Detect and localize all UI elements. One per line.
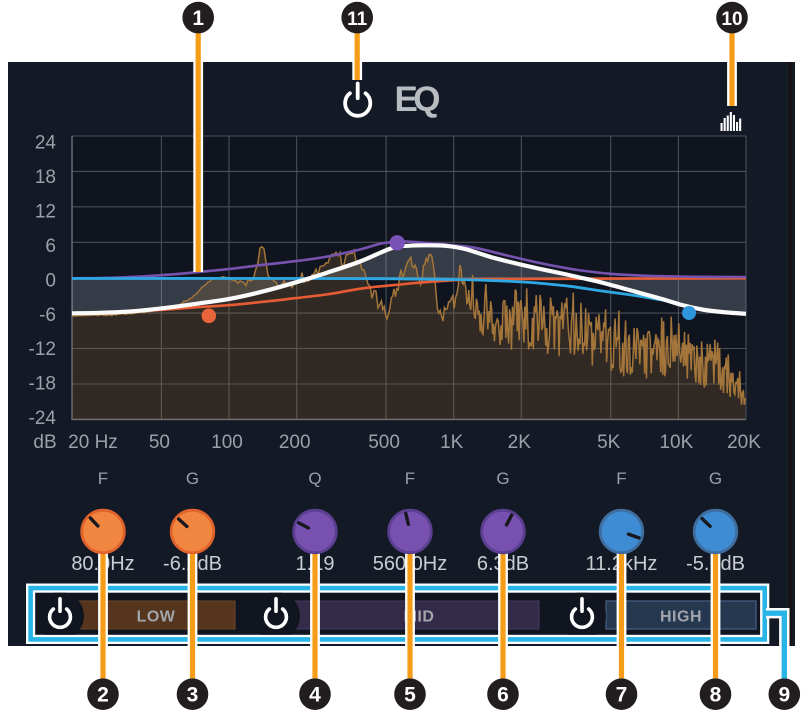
- svg-text:Q: Q: [308, 469, 321, 488]
- svg-text:F: F: [98, 469, 108, 488]
- svg-text:F: F: [405, 469, 415, 488]
- svg-text:-12: -12: [29, 339, 56, 360]
- svg-text:5: 5: [404, 684, 416, 707]
- svg-text:11: 11: [347, 9, 368, 30]
- svg-text:HIGH: HIGH: [660, 609, 702, 626]
- svg-text:EQ: EQ: [395, 80, 441, 119]
- svg-text:F: F: [616, 469, 626, 488]
- svg-text:2: 2: [97, 684, 109, 707]
- svg-text:LOW: LOW: [137, 609, 176, 626]
- svg-text:dB: dB: [33, 432, 56, 453]
- svg-text:6: 6: [497, 684, 509, 707]
- svg-text:1K: 1K: [440, 432, 464, 453]
- svg-text:100: 100: [211, 432, 243, 453]
- svg-text:500: 500: [368, 432, 400, 453]
- svg-text:G: G: [186, 469, 199, 488]
- svg-text:1: 1: [192, 7, 204, 30]
- svg-text:4: 4: [309, 684, 321, 707]
- svg-text:0: 0: [45, 270, 56, 291]
- svg-text:50: 50: [149, 432, 170, 453]
- svg-text:-24: -24: [29, 408, 57, 429]
- svg-text:200: 200: [279, 432, 311, 453]
- svg-text:20 Hz: 20 Hz: [68, 432, 118, 453]
- svg-text:18: 18: [35, 167, 56, 188]
- svg-text:10: 10: [721, 9, 742, 30]
- svg-text:10K: 10K: [659, 432, 693, 453]
- svg-text:9: 9: [778, 684, 790, 707]
- svg-text:G: G: [496, 469, 509, 488]
- svg-text:2K: 2K: [508, 432, 532, 453]
- svg-text:G: G: [709, 469, 722, 488]
- svg-text:6: 6: [45, 236, 56, 257]
- svg-text:20K: 20K: [727, 432, 761, 453]
- svg-text:5K: 5K: [597, 432, 621, 453]
- svg-text:7: 7: [616, 684, 628, 707]
- svg-text:8: 8: [710, 684, 722, 707]
- svg-text:12: 12: [35, 201, 56, 222]
- svg-text:-6: -6: [39, 305, 56, 326]
- svg-text:3: 3: [187, 684, 199, 707]
- svg-text:24: 24: [35, 133, 57, 154]
- svg-text:-18: -18: [29, 374, 56, 395]
